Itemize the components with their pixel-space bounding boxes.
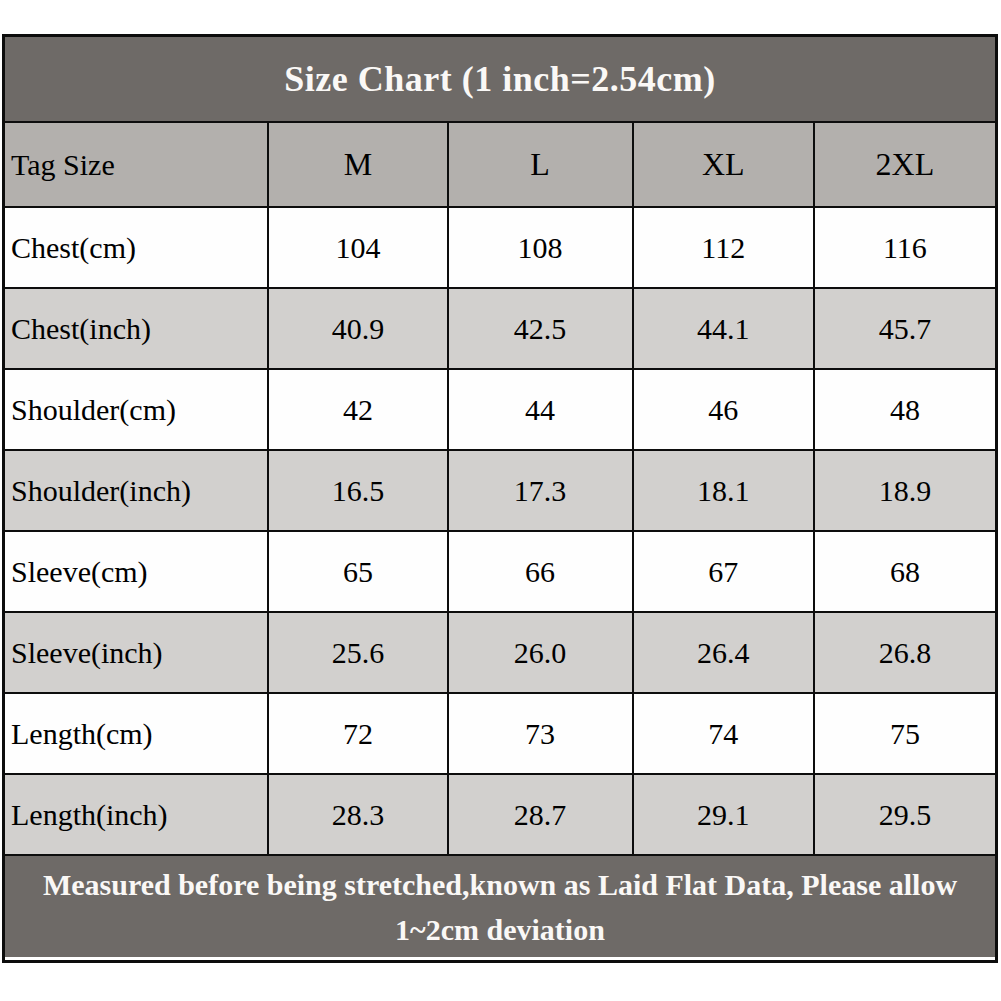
cell-value: 25.6 — [267, 613, 446, 692]
column-header-l: L — [447, 123, 632, 206]
table-row-length-inch: Length(inch) 28.3 28.7 29.1 29.5 — [5, 773, 995, 854]
cell-value: 26.0 — [447, 613, 632, 692]
row-label: Sleeve(cm) — [5, 532, 267, 611]
row-label: Length(inch) — [5, 775, 267, 854]
cell-value: 42.5 — [447, 289, 632, 368]
cell-value: 112 — [632, 208, 813, 287]
row-label: Shoulder(inch) — [5, 451, 267, 530]
cell-value: 29.5 — [813, 775, 995, 854]
size-chart-table: Size Chart (1 inch=2.54cm) Tag Size M L … — [2, 34, 998, 963]
cell-value: 29.1 — [632, 775, 813, 854]
cell-value: 18.9 — [813, 451, 995, 530]
page: Size Chart (1 inch=2.54cm) Tag Size M L … — [0, 0, 1001, 1001]
row-label: Shoulder(cm) — [5, 370, 267, 449]
corner-header-tag-size: Tag Size — [5, 123, 267, 206]
column-header-m: M — [267, 123, 446, 206]
cell-value: 74 — [632, 694, 813, 773]
cell-value: 26.8 — [813, 613, 995, 692]
cell-value: 72 — [267, 694, 446, 773]
footer-note: Measured before being stretched,known as… — [5, 854, 995, 960]
table-row-sleeve-inch: Sleeve(inch) 25.6 26.0 26.4 26.8 — [5, 611, 995, 692]
cell-value: 42 — [267, 370, 446, 449]
cell-value: 45.7 — [813, 289, 995, 368]
table-row-shoulder-cm: Shoulder(cm) 42 44 46 48 — [5, 368, 995, 449]
table-row-length-cm: Length(cm) 72 73 74 75 — [5, 692, 995, 773]
row-label: Chest(cm) — [5, 208, 267, 287]
cell-value: 40.9 — [267, 289, 446, 368]
table-row-shoulder-inch: Shoulder(inch) 16.5 17.3 18.1 18.9 — [5, 449, 995, 530]
chart-title: Size Chart (1 inch=2.54cm) — [5, 37, 995, 121]
cell-value: 28.7 — [447, 775, 632, 854]
cell-value: 65 — [267, 532, 446, 611]
cell-value: 28.3 — [267, 775, 446, 854]
cell-value: 108 — [447, 208, 632, 287]
cell-value: 44 — [447, 370, 632, 449]
row-label: Chest(inch) — [5, 289, 267, 368]
cell-value: 116 — [813, 208, 995, 287]
cell-value: 17.3 — [447, 451, 632, 530]
header-row: Tag Size M L XL 2XL — [5, 121, 995, 206]
row-label: Length(cm) — [5, 694, 267, 773]
cell-value: 26.4 — [632, 613, 813, 692]
table-row-sleeve-cm: Sleeve(cm) 65 66 67 68 — [5, 530, 995, 611]
cell-value: 18.1 — [632, 451, 813, 530]
cell-value: 48 — [813, 370, 995, 449]
table-row-chest-inch: Chest(inch) 40.9 42.5 44.1 45.7 — [5, 287, 995, 368]
cell-value: 66 — [447, 532, 632, 611]
table-row-chest-cm: Chest(cm) 104 108 112 116 — [5, 206, 995, 287]
cell-value: 44.1 — [632, 289, 813, 368]
row-label: Sleeve(inch) — [5, 613, 267, 692]
column-header-xl: XL — [632, 123, 813, 206]
cell-value: 46 — [632, 370, 813, 449]
cell-value: 104 — [267, 208, 446, 287]
cell-value: 67 — [632, 532, 813, 611]
cell-value: 68 — [813, 532, 995, 611]
column-header-2xl: 2XL — [813, 123, 995, 206]
cell-value: 16.5 — [267, 451, 446, 530]
cell-value: 75 — [813, 694, 995, 773]
cell-value: 73 — [447, 694, 632, 773]
